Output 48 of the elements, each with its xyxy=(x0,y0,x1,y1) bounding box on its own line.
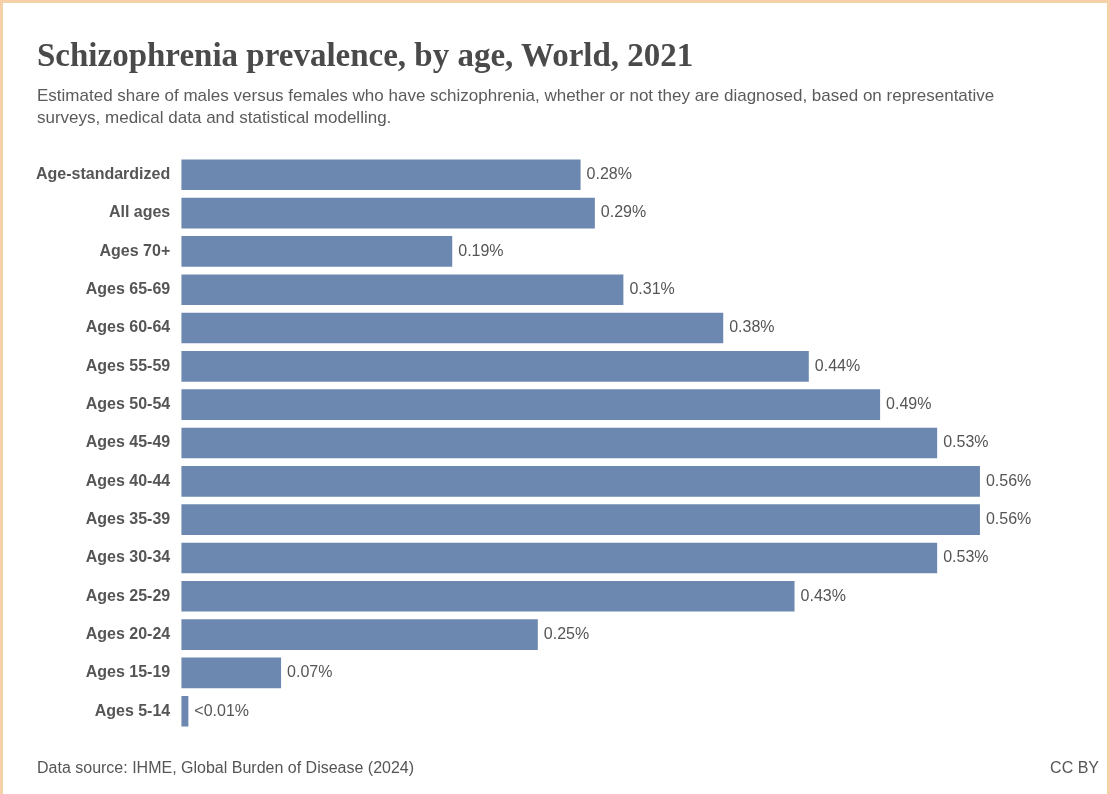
data-label: 0.53% xyxy=(943,548,989,566)
y-tick-label: Age-standardized xyxy=(35,165,171,183)
bar xyxy=(181,159,581,191)
data-label: 0.56% xyxy=(985,471,1032,489)
data-label: 0.43% xyxy=(800,586,846,604)
y-tick-label: Ages 25-29 xyxy=(85,586,171,604)
bar xyxy=(181,465,980,497)
data-label: 0.29% xyxy=(600,203,647,221)
data-label: <0.01% xyxy=(194,701,250,719)
data-label: 0.44% xyxy=(814,356,861,374)
text: CC BY xyxy=(1050,759,1099,777)
y-tick-label: Ages 65-69 xyxy=(85,280,171,298)
y-tick-label: Ages 30-34 xyxy=(85,548,171,566)
bar xyxy=(181,274,624,306)
y-tick-label: Ages 55-59 xyxy=(85,356,171,374)
bar xyxy=(181,312,724,344)
bar xyxy=(181,236,453,267)
bar xyxy=(181,351,809,382)
y-tick-label: Ages 5-14 xyxy=(94,701,171,719)
bar xyxy=(181,619,538,650)
y-tick-label: Ages 70+ xyxy=(99,241,171,259)
data-label: 0.38% xyxy=(729,318,775,336)
data-label: 0.28% xyxy=(586,165,632,183)
data-label: 0.19% xyxy=(458,241,504,259)
data-label: 0.25% xyxy=(543,625,590,643)
data-label: 0.56% xyxy=(985,510,1032,528)
y-tick-label: All ages xyxy=(108,203,171,221)
data-label: 0.53% xyxy=(943,433,989,451)
chart-title: Schizophrenia prevalence, by age, World, 2021 xyxy=(37,37,694,74)
y-tick-label: Ages 60-64 xyxy=(85,318,171,336)
y-tick-label: Ages 15-19 xyxy=(85,663,171,681)
bar xyxy=(181,542,938,574)
y-tick-label: Ages 20-24 xyxy=(85,625,171,643)
y-tick-label: Ages 35-39 xyxy=(85,510,171,528)
bar xyxy=(181,427,938,459)
bar xyxy=(181,657,282,689)
y-tick-label: Ages 45-49 xyxy=(85,433,171,451)
source-note: Data source: IHME, Global Burden of Disease (2024) xyxy=(37,759,415,777)
bar xyxy=(181,504,980,535)
y-tick-label: Ages 40-44 xyxy=(85,471,171,489)
data-label: 0.31% xyxy=(629,280,675,298)
bar xyxy=(181,580,795,612)
bar xyxy=(181,197,595,229)
data-label: 0.49% xyxy=(886,395,932,413)
bar xyxy=(181,389,881,421)
chart-subtitle: Estimated share of males versus females who have schizophrenia, whether or not they are diagnosed, based on representative surveys, medical data and statistical modelling. xyxy=(37,85,996,129)
y-tick-label: Ages 50-54 xyxy=(85,395,171,413)
data-label: 0.07% xyxy=(287,663,333,681)
